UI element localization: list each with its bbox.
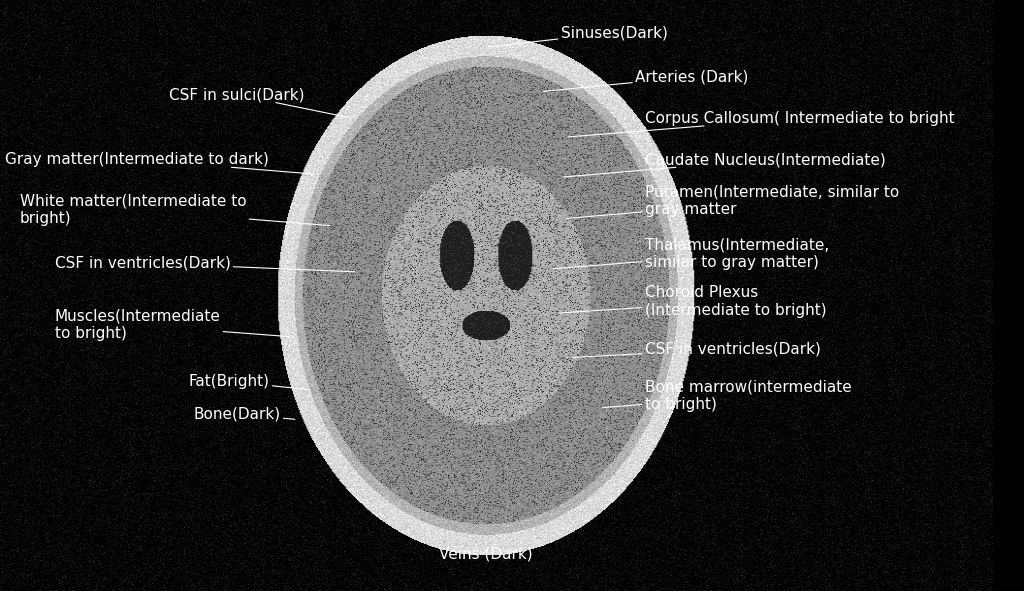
Text: Corpus Callosum( Intermediate to bright: Corpus Callosum( Intermediate to bright (568, 111, 954, 137)
Text: CSF in sulci(Dark): CSF in sulci(Dark) (169, 87, 349, 118)
Text: Fat(Bright): Fat(Bright) (188, 374, 309, 390)
Text: White matter(Intermediate to
bright): White matter(Intermediate to bright) (19, 194, 330, 226)
Text: Putamen(Intermediate, similar to
gray matter: Putamen(Intermediate, similar to gray ma… (566, 185, 899, 219)
Text: Choroid Plexus
(Intermediate to bright): Choroid Plexus (Intermediate to bright) (558, 285, 826, 317)
Text: CSF in ventricles(Dark): CSF in ventricles(Dark) (573, 341, 821, 358)
Text: Caudate Nucleus(Intermediate): Caudate Nucleus(Intermediate) (563, 152, 886, 177)
Text: Muscles(Intermediate
to bright): Muscles(Intermediate to bright) (54, 309, 290, 341)
Text: Gray matter(Intermediate to dark): Gray matter(Intermediate to dark) (5, 152, 314, 174)
Text: Thalamus(Intermediate,
similar to gray matter): Thalamus(Intermediate, similar to gray m… (553, 238, 829, 270)
Text: Sinuses(Dark): Sinuses(Dark) (488, 25, 668, 47)
Text: Arteries (Dark): Arteries (Dark) (544, 69, 749, 92)
Text: Bone marrow(intermediate
to bright): Bone marrow(intermediate to bright) (603, 380, 852, 412)
Text: Veins (Dark): Veins (Dark) (439, 541, 532, 562)
Text: CSF in ventricles(Dark): CSF in ventricles(Dark) (54, 255, 354, 272)
Text: Bone(Dark): Bone(Dark) (194, 406, 295, 421)
